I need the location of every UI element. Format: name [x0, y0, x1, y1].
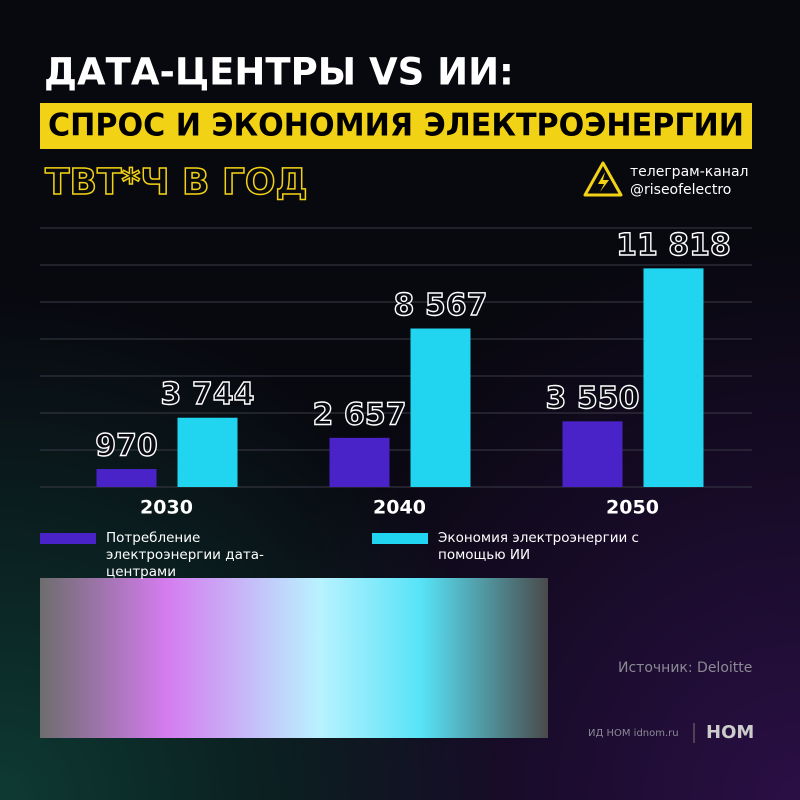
photo — [40, 578, 548, 738]
x-tick-label: 2050 — [606, 497, 659, 519]
bolt-icon — [598, 172, 609, 192]
legend-swatch — [40, 533, 96, 544]
bar — [329, 437, 390, 487]
value-label: 8 567 — [394, 288, 488, 323]
legend-swatch — [372, 533, 428, 544]
subtitle-band — [40, 103, 752, 149]
legend-item: Потребление электроэнергии дата-центрами — [40, 530, 270, 581]
bar — [410, 328, 471, 487]
legend-item: Экономия электроэнергии с помощью ИИ — [372, 530, 639, 564]
legend-label: Экономия электроэнергии с помощью ИИ — [438, 530, 639, 563]
bar — [643, 268, 704, 487]
bar — [177, 417, 238, 487]
subtitle: СПРОС И ЭКОНОМИЯ ЭЛЕКТРОЭНЕРГИИ — [48, 108, 744, 144]
x-tick-label: 2030 — [140, 497, 193, 519]
warning-icon — [583, 161, 623, 197]
value-label: 3 744 — [161, 377, 255, 412]
channel-label: телеграм-канал — [630, 164, 748, 180]
publisher: ИД НОМ idnom.ru — [588, 728, 679, 739]
title: ДАТА-ЦЕНТРЫ VS ИИ: — [44, 51, 514, 94]
unit: ТВТ*Ч В ГОД — [45, 162, 308, 203]
value-label: 11 818 — [616, 228, 731, 263]
value-label: 2 657 — [313, 397, 407, 432]
source: Источник: Deloitte — [618, 660, 752, 676]
bar — [96, 469, 157, 487]
channel-handle: @riseofelectro — [630, 182, 731, 198]
legend-label: Потребление электроэнергии дата-центрами — [106, 530, 264, 580]
value-label: 970 — [95, 429, 158, 464]
value-label: 3 550 — [546, 381, 640, 416]
logo: НОМ — [706, 722, 754, 743]
bar — [562, 421, 623, 487]
x-tick-label: 2040 — [373, 497, 426, 519]
